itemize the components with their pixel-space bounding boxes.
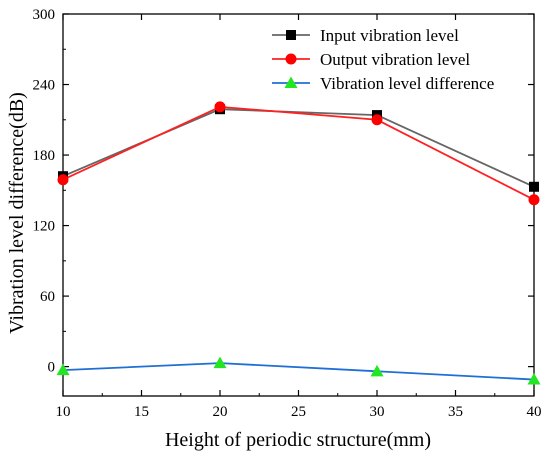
data-point-2-1 bbox=[213, 356, 227, 369]
y-tick-label: 300 bbox=[33, 7, 56, 23]
series-1 bbox=[57, 101, 540, 206]
x-tick-label: 30 bbox=[370, 404, 385, 420]
legend-marker-1 bbox=[285, 53, 297, 65]
legend-marker-2 bbox=[284, 76, 298, 88]
data-point-1-3 bbox=[528, 194, 540, 206]
y-axis-title: Vibration level difference(dB) bbox=[6, 92, 28, 334]
series-2 bbox=[56, 356, 541, 385]
y-tick-label: 240 bbox=[33, 78, 56, 94]
y-tick-label: 120 bbox=[33, 219, 56, 235]
series-line-2 bbox=[62, 362, 535, 381]
data-point-1-2 bbox=[371, 114, 383, 126]
legend-marker-0 bbox=[286, 30, 296, 40]
data-point-2-0 bbox=[56, 363, 70, 376]
x-tick-label: 15 bbox=[134, 404, 149, 420]
legend-label-1: Output vibration level bbox=[320, 50, 470, 69]
series-layer bbox=[56, 101, 541, 385]
data-point-1-1 bbox=[214, 101, 226, 113]
y-tick-label: 60 bbox=[40, 289, 55, 305]
legend-item-1: Output vibration level bbox=[272, 50, 470, 69]
axes: 10 15 20 25 30 35 40 0 60 120 180 240 300 bbox=[33, 7, 542, 420]
data-point-2-3 bbox=[527, 373, 541, 385]
legend-label-0: Input vibration level bbox=[320, 26, 459, 45]
series-line-0 bbox=[62, 108, 535, 188]
x-tick-label: 40 bbox=[527, 404, 542, 420]
x-tick-label: 10 bbox=[56, 404, 71, 420]
x-tick-label: 20 bbox=[213, 404, 228, 420]
data-point-1-0 bbox=[57, 174, 69, 186]
x-axis-title: Height of periodic structure(mm) bbox=[165, 429, 431, 451]
legend-label-2: Vibration level difference bbox=[320, 74, 494, 93]
x-tick-label: 35 bbox=[448, 404, 463, 420]
legend-item-2: Vibration level difference bbox=[272, 74, 494, 93]
x-tick-label: 25 bbox=[291, 404, 306, 420]
legend: Input vibration level Output vibration le… bbox=[272, 26, 494, 93]
legend-item-0: Input vibration level bbox=[272, 26, 459, 45]
data-point-2-2 bbox=[370, 364, 384, 377]
data-point-0-3 bbox=[529, 181, 539, 192]
series-line-1 bbox=[62, 105, 535, 201]
y-tick-label: 180 bbox=[33, 148, 56, 164]
plot-frame bbox=[62, 13, 535, 397]
y-tick-label: 0 bbox=[48, 360, 56, 376]
